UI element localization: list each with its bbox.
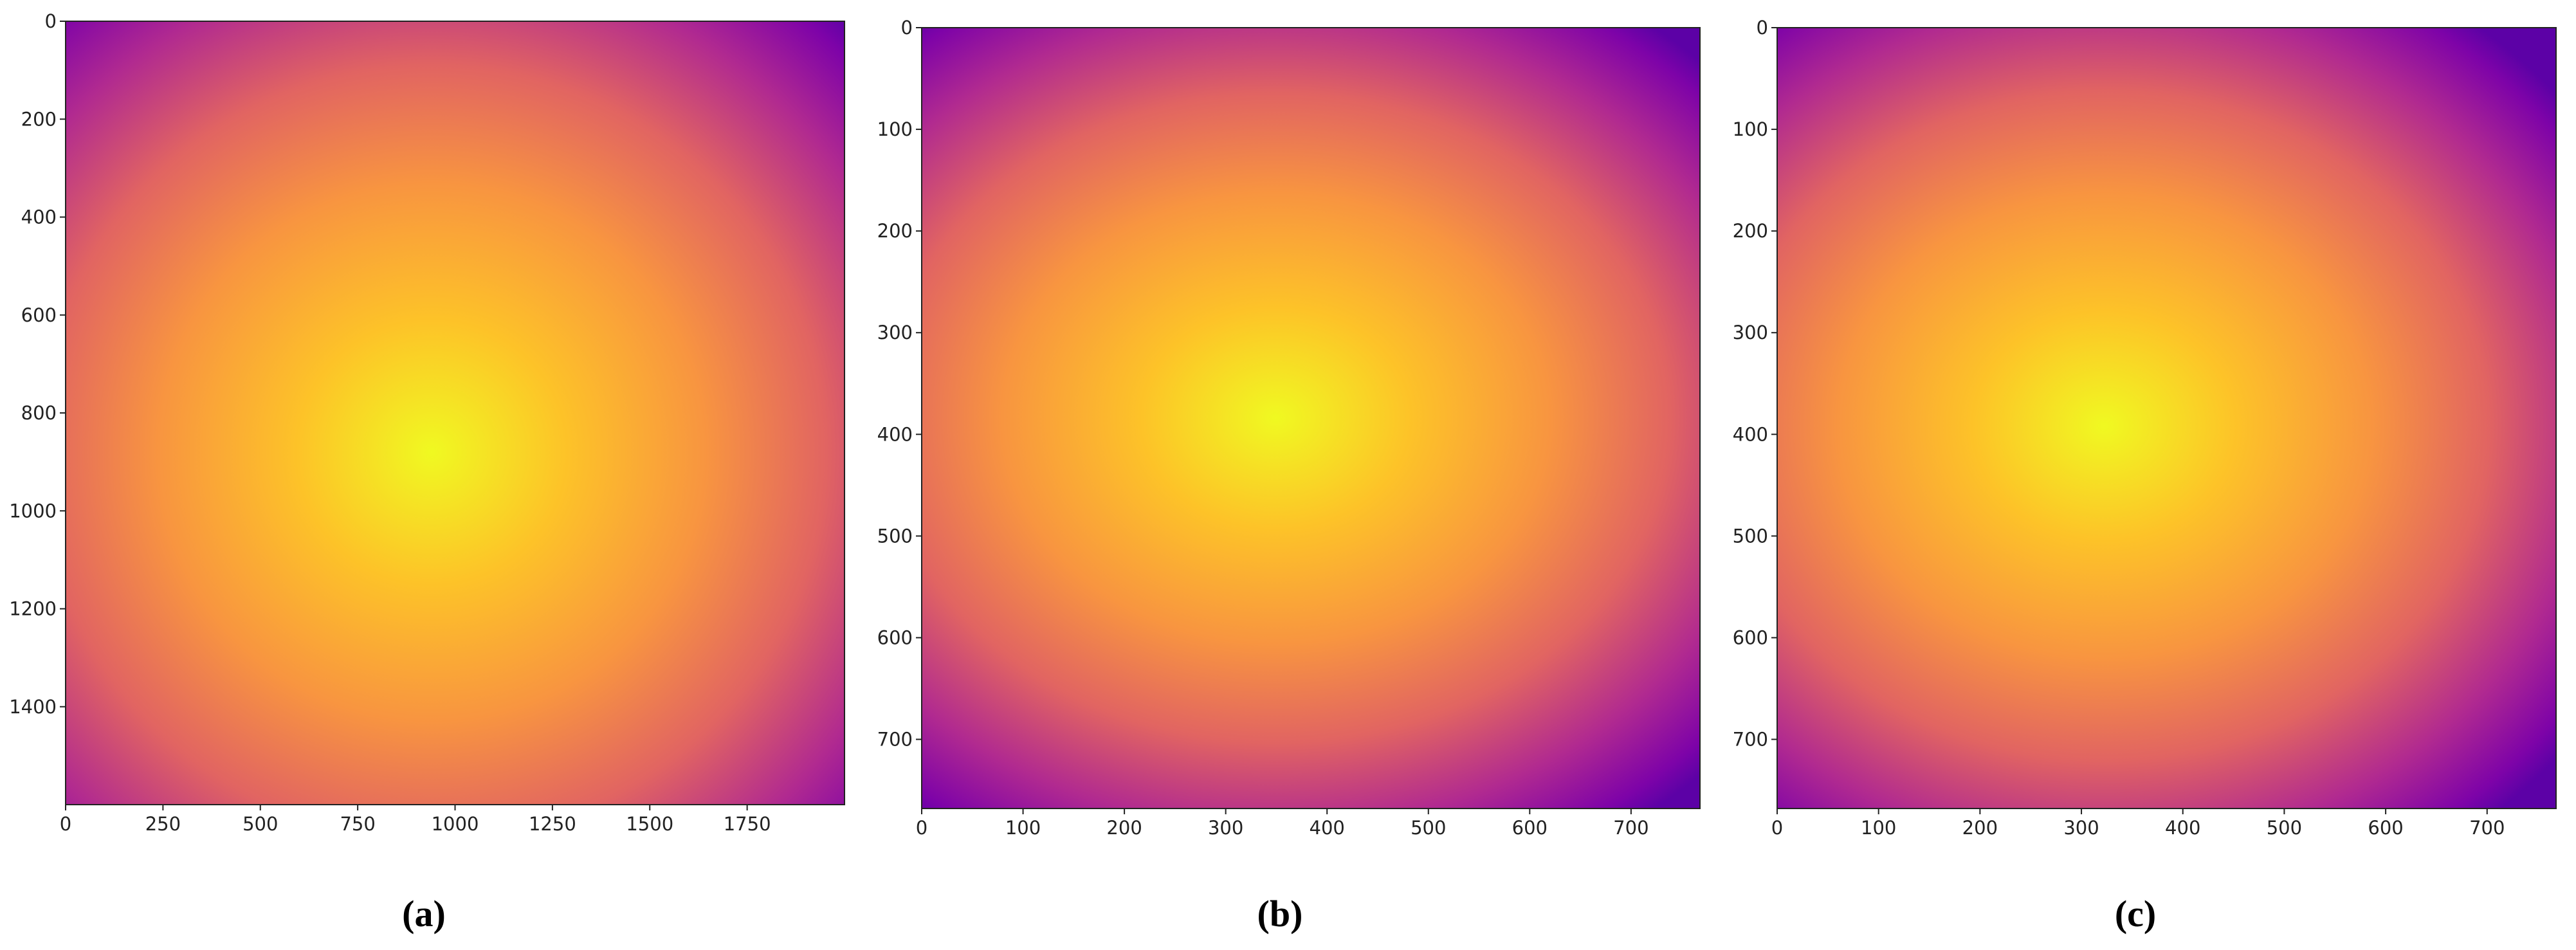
y-tick-label: 200 xyxy=(21,108,57,130)
x-tick-label: 700 xyxy=(1613,817,1649,839)
x-tick-label: 750 xyxy=(340,813,375,835)
heatmap-image xyxy=(922,28,1700,808)
x-tick-label: 300 xyxy=(1208,817,1243,839)
y-tick-label: 500 xyxy=(877,525,913,547)
y-tick-label: 400 xyxy=(877,423,913,445)
x-tick-label: 0 xyxy=(916,817,927,839)
heatmap-image xyxy=(1777,28,2556,808)
y-tick-label: 200 xyxy=(1733,220,1768,242)
x-tick-label: 1500 xyxy=(626,813,673,835)
y-tick-label: 400 xyxy=(21,206,57,228)
x-tick-label: 0 xyxy=(60,813,71,835)
axes-frame xyxy=(1777,27,2557,809)
x-tick-label: 700 xyxy=(2469,817,2505,839)
x-tick-label: 1000 xyxy=(432,813,479,835)
x-tick-label: 600 xyxy=(2368,817,2403,839)
axes-frame xyxy=(921,27,1701,809)
y-tick-label: 1400 xyxy=(9,696,57,718)
x-tick-label: 250 xyxy=(145,813,181,835)
y-tick-label: 100 xyxy=(1733,118,1768,140)
panel-caption: (b) xyxy=(1257,893,1303,935)
x-tick-label: 600 xyxy=(1512,817,1548,839)
x-tick-label: 500 xyxy=(1411,817,1446,839)
y-tick-label: 1000 xyxy=(9,500,57,522)
y-tick-label: 1200 xyxy=(9,598,57,620)
heatmap-image xyxy=(66,21,845,805)
y-tick-label: 800 xyxy=(21,402,57,424)
panel-caption: (a) xyxy=(402,893,446,935)
x-tick-label: 500 xyxy=(2267,817,2302,839)
x-tick-label: 1750 xyxy=(724,813,771,835)
x-tick-label: 0 xyxy=(1771,817,1783,839)
y-tick-label: 600 xyxy=(1733,626,1768,648)
x-tick-label: 1250 xyxy=(529,813,576,835)
y-tick-label: 300 xyxy=(1733,322,1768,343)
x-tick-label: 100 xyxy=(1861,817,1896,839)
x-tick-label: 300 xyxy=(2063,817,2099,839)
x-tick-label: 100 xyxy=(1005,817,1041,839)
y-tick-label: 0 xyxy=(901,17,913,39)
y-tick-label: 100 xyxy=(877,118,913,140)
y-tick-label: 0 xyxy=(45,10,57,32)
y-tick-label: 700 xyxy=(1733,729,1768,751)
y-tick-label: 500 xyxy=(1733,525,1768,547)
y-tick-label: 600 xyxy=(877,626,913,648)
x-tick-label: 200 xyxy=(1106,817,1142,839)
panel-caption: (c) xyxy=(2115,893,2156,935)
y-tick-label: 200 xyxy=(877,220,913,242)
y-tick-label: 600 xyxy=(21,304,57,326)
y-tick-label: 0 xyxy=(1757,17,1768,39)
x-tick-label: 400 xyxy=(1310,817,1345,839)
x-tick-label: 200 xyxy=(1962,817,1998,839)
x-tick-label: 500 xyxy=(242,813,278,835)
x-tick-label: 400 xyxy=(2165,817,2200,839)
y-tick-label: 400 xyxy=(1733,423,1768,445)
y-tick-label: 300 xyxy=(877,322,913,343)
y-tick-label: 700 xyxy=(877,729,913,751)
